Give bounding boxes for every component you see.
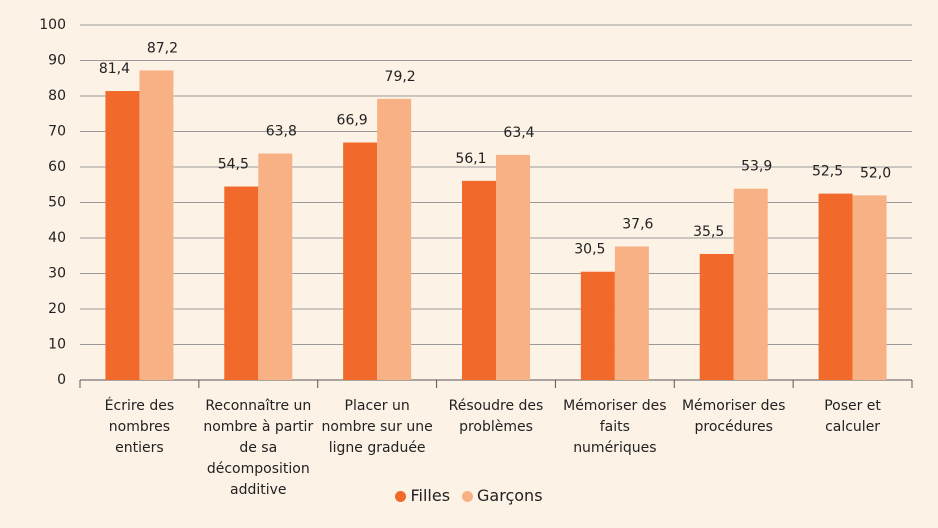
y-tick-label: 70 [48, 124, 66, 140]
legend-label: Garçons [477, 486, 543, 505]
legend-label: Filles [410, 486, 451, 505]
bar [580, 271, 615, 380]
data-label: 53,9 [741, 159, 772, 175]
y-tick-label: 60 [48, 159, 66, 175]
legend-item: Garçons [462, 486, 543, 505]
bar [258, 153, 293, 380]
y-tick-label: 80 [48, 88, 66, 104]
bar [733, 188, 768, 380]
y-tick-label: 90 [48, 53, 66, 69]
legend-swatch [462, 491, 474, 502]
y-tick-label: 30 [48, 266, 66, 282]
y-tick-label: 40 [48, 230, 66, 246]
data-label: 63,4 [503, 125, 534, 141]
y-tick-label: 100 [39, 17, 66, 33]
x-tick-label: Écrire des nombres entiers [104, 398, 175, 456]
data-label: 37,6 [622, 217, 653, 233]
bar [343, 142, 378, 380]
y-tick-label: 10 [48, 337, 66, 353]
data-label: 56,1 [455, 151, 486, 167]
bar [699, 253, 734, 380]
data-label: 79,2 [385, 69, 416, 85]
data-label: 81,4 [99, 61, 130, 77]
bar [377, 98, 412, 380]
data-label: 30,5 [574, 242, 605, 258]
legend-item: Filles [395, 486, 450, 505]
data-label: 35,5 [693, 224, 724, 240]
bar [224, 186, 259, 380]
bar [852, 195, 887, 380]
bar [139, 70, 174, 380]
x-tick-label: Poser et calculer [824, 398, 881, 435]
x-tick-label: Mémoriser des procédures [681, 398, 786, 435]
legend: Filles Garçons [0, 486, 938, 505]
data-label: 66,9 [337, 113, 368, 129]
bar [496, 154, 530, 380]
x-tick-label: Résoudre des problèmes [448, 398, 544, 435]
data-label: 54,5 [218, 157, 249, 173]
data-label: 52,0 [860, 165, 891, 181]
x-tick-label: Placer un nombre sur une ligne graduée [321, 398, 433, 456]
data-label: 63,8 [266, 124, 297, 140]
legend-swatch [395, 491, 407, 502]
data-label: 52,5 [812, 164, 843, 180]
bar [105, 91, 140, 380]
data-label: 87,2 [147, 40, 178, 56]
x-tick-label: Reconnaître un nombre à partir de sa déc… [203, 398, 314, 498]
y-tick-label: 50 [48, 195, 66, 211]
bar [462, 180, 496, 380]
x-tick-label: Mémoriser des faits numériques [563, 398, 667, 456]
bar [614, 246, 649, 380]
y-tick-label: 0 [57, 372, 66, 388]
bar [818, 193, 853, 380]
y-tick-label: 20 [48, 301, 66, 317]
